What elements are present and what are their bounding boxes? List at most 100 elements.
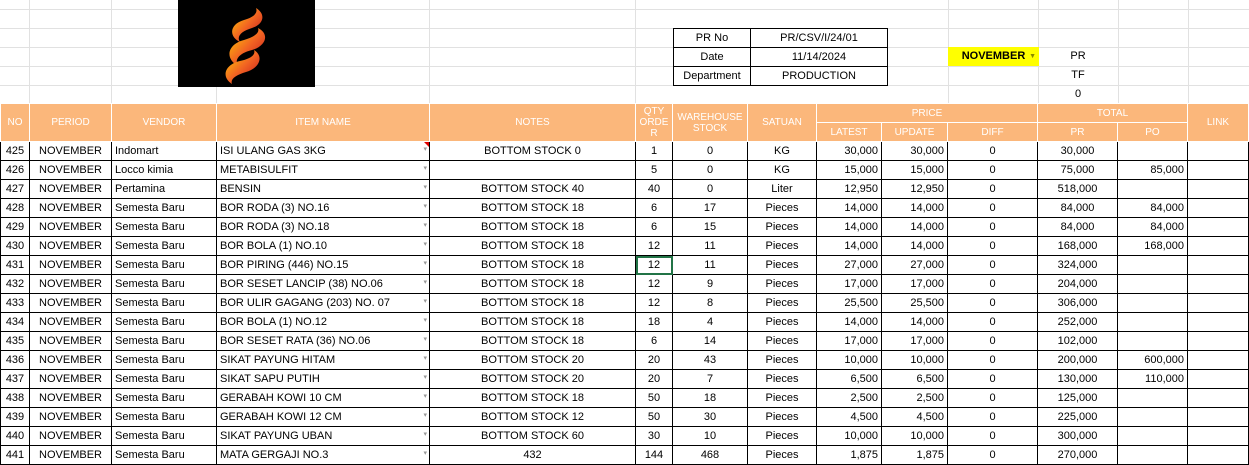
- cell-satuan[interactable]: Pieces: [747, 198, 817, 218]
- cell-diff[interactable]: 0: [947, 217, 1038, 237]
- cell-diff[interactable]: 0: [947, 331, 1038, 351]
- cell-link[interactable]: [1187, 293, 1249, 313]
- cell-satuan[interactable]: Pieces: [747, 312, 817, 332]
- cell-latest-price[interactable]: 14,000: [816, 198, 882, 218]
- cell-total-pr[interactable]: 300,000: [1037, 426, 1118, 446]
- cell-vendor[interactable]: Semesta Baru: [111, 388, 217, 408]
- col-header-item-name[interactable]: ITEM NAME: [216, 103, 430, 142]
- cell-total-pr[interactable]: 84,000: [1037, 198, 1118, 218]
- cell-total-po[interactable]: [1117, 293, 1188, 313]
- col-header-qty[interactable]: QTY ORDE R: [635, 103, 673, 142]
- cell-warehouse-stock[interactable]: 15: [672, 217, 748, 237]
- cell-period[interactable]: NOVEMBER: [29, 388, 112, 408]
- dropdown-caret-icon[interactable]: ▾: [423, 184, 427, 191]
- cell-diff[interactable]: 0: [947, 388, 1038, 408]
- cell-link[interactable]: [1187, 160, 1249, 180]
- cell-warehouse-stock[interactable]: 8: [672, 293, 748, 313]
- cell-link[interactable]: [1187, 217, 1249, 237]
- cell-vendor[interactable]: Semesta Baru: [111, 445, 217, 465]
- cell-period[interactable]: NOVEMBER: [29, 236, 112, 256]
- cell-vendor[interactable]: Semesta Baru: [111, 255, 217, 275]
- cell-total-po[interactable]: [1117, 312, 1188, 332]
- cell-period[interactable]: NOVEMBER: [29, 274, 112, 294]
- cell-vendor[interactable]: Semesta Baru: [111, 293, 217, 313]
- cell-vendor[interactable]: Semesta Baru: [111, 331, 217, 351]
- cell-link[interactable]: [1187, 198, 1249, 218]
- cell-warehouse-stock[interactable]: 18: [672, 388, 748, 408]
- cell-satuan[interactable]: Pieces: [747, 426, 817, 446]
- cell-diff[interactable]: 0: [947, 236, 1038, 256]
- cell-update-price[interactable]: 4,500: [881, 407, 948, 427]
- cell-no[interactable]: 432: [0, 274, 30, 294]
- dropdown-caret-icon[interactable]: ▾: [423, 450, 427, 457]
- cell-qty[interactable]: 144: [635, 445, 673, 465]
- cell-update-price[interactable]: 17,000: [881, 331, 948, 351]
- cell-item-name[interactable]: BOR PIRING (446) NO.15 ▾: [216, 255, 430, 275]
- cell-notes[interactable]: BOTTOM STOCK 12: [429, 407, 636, 427]
- cell-latest-price[interactable]: 14,000: [816, 312, 882, 332]
- cell-period[interactable]: NOVEMBER: [29, 426, 112, 446]
- cell-vendor[interactable]: Pertamina: [111, 179, 217, 199]
- cell-period[interactable]: NOVEMBER: [29, 369, 112, 389]
- cell-qty[interactable]: 50: [635, 388, 673, 408]
- cell-link[interactable]: [1187, 407, 1249, 427]
- cell-qty[interactable]: 12: [635, 236, 673, 256]
- cell-latest-price[interactable]: 17,000: [816, 274, 882, 294]
- cell-notes[interactable]: BOTTOM STOCK 18: [429, 217, 636, 237]
- cell-no[interactable]: 437: [0, 369, 30, 389]
- cell-notes[interactable]: BOTTOM STOCK 40: [429, 179, 636, 199]
- cell-vendor[interactable]: Semesta Baru: [111, 217, 217, 237]
- cell-period[interactable]: NOVEMBER: [29, 217, 112, 237]
- cell-satuan[interactable]: Pieces: [747, 350, 817, 370]
- cell-satuan[interactable]: Liter: [747, 179, 817, 199]
- col-header-total[interactable]: TOTAL: [1037, 103, 1188, 123]
- cell-warehouse-stock[interactable]: 9: [672, 274, 748, 294]
- cell-satuan[interactable]: Pieces: [747, 255, 817, 275]
- cell-notes[interactable]: BOTTOM STOCK 18: [429, 198, 636, 218]
- cell-no[interactable]: 425: [0, 141, 30, 161]
- cell-satuan[interactable]: Pieces: [747, 369, 817, 389]
- cell-vendor[interactable]: Semesta Baru: [111, 350, 217, 370]
- cell-update-price[interactable]: 14,000: [881, 198, 948, 218]
- cell-no[interactable]: 433: [0, 293, 30, 313]
- cell-item-name[interactable]: BOR ULIR GAGANG (203) NO. 07 ▾: [216, 293, 430, 313]
- cell-link[interactable]: [1187, 445, 1249, 465]
- cell-satuan[interactable]: Pieces: [747, 293, 817, 313]
- cell-diff[interactable]: 0: [947, 312, 1038, 332]
- cell-item-name[interactable]: GERABAH KOWI 10 CM ▾: [216, 388, 430, 408]
- cell-warehouse-stock[interactable]: 468: [672, 445, 748, 465]
- cell-notes[interactable]: BOTTOM STOCK 18: [429, 293, 636, 313]
- cell-update-price[interactable]: 10,000: [881, 426, 948, 446]
- cell-total-pr[interactable]: 125,000: [1037, 388, 1118, 408]
- cell-period[interactable]: NOVEMBER: [29, 407, 112, 427]
- cell-update-price[interactable]: 2,500: [881, 388, 948, 408]
- cell-no[interactable]: 428: [0, 198, 30, 218]
- cell-diff[interactable]: 0: [947, 426, 1038, 446]
- cell-period[interactable]: NOVEMBER: [29, 141, 112, 161]
- cell-qty[interactable]: 50: [635, 407, 673, 427]
- cell-period[interactable]: NOVEMBER: [29, 445, 112, 465]
- cell-vendor[interactable]: Semesta Baru: [111, 369, 217, 389]
- cell-total-pr[interactable]: 130,000: [1037, 369, 1118, 389]
- cell-qty[interactable]: 20: [635, 369, 673, 389]
- cell-item-name[interactable]: SIKAT SAPU PUTIH ▾: [216, 369, 430, 389]
- cell-total-po[interactable]: [1117, 274, 1188, 294]
- cell-latest-price[interactable]: 17,000: [816, 331, 882, 351]
- cell-satuan[interactable]: Pieces: [747, 274, 817, 294]
- cell-diff[interactable]: 0: [947, 255, 1038, 275]
- cell-item-name[interactable]: BOR BOLA (1) NO.12 ▾: [216, 312, 430, 332]
- cell-total-pr[interactable]: 30,000: [1037, 141, 1118, 161]
- cell-link[interactable]: [1187, 179, 1249, 199]
- cell-update-price[interactable]: 25,500: [881, 293, 948, 313]
- cell-warehouse-stock[interactable]: 11: [672, 236, 748, 256]
- cell-update-price[interactable]: 1,875: [881, 445, 948, 465]
- cell-latest-price[interactable]: 15,000: [816, 160, 882, 180]
- cell-item-name[interactable]: MATA GERGAJI NO.3 ▾: [216, 445, 430, 465]
- cell-warehouse-stock[interactable]: 0: [672, 179, 748, 199]
- cell-link[interactable]: [1187, 141, 1249, 161]
- cell-latest-price[interactable]: 25,500: [816, 293, 882, 313]
- dropdown-caret-icon[interactable]: ▾: [423, 279, 427, 286]
- cell-total-pr[interactable]: 324,000: [1037, 255, 1118, 275]
- cell-item-name[interactable]: SIKAT PAYUNG HITAM ▾: [216, 350, 430, 370]
- dropdown-caret-icon[interactable]: ▾: [423, 165, 427, 172]
